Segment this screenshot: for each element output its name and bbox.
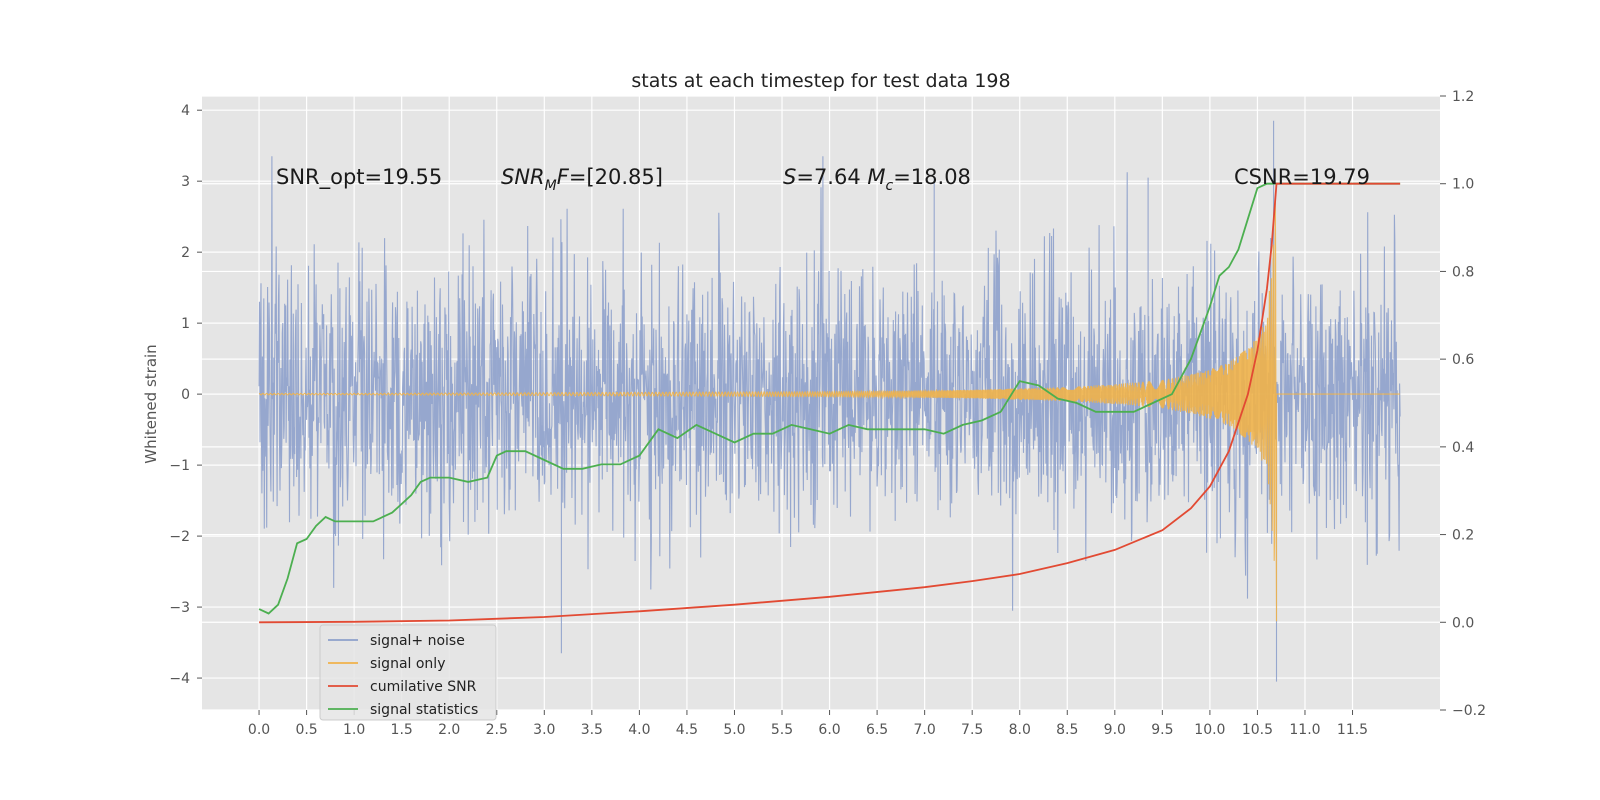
x-tick-label: 6.0 xyxy=(818,722,840,738)
legend-label-signal-plus-noise: signal+ noise xyxy=(370,633,465,649)
y2-tick-label: 0.6 xyxy=(1452,352,1474,368)
legend-box xyxy=(319,624,497,721)
signal-statistics-series xyxy=(258,182,1401,615)
x-tick-label: 4.0 xyxy=(628,722,650,738)
x-tick-label: 3.0 xyxy=(533,722,555,738)
y-tick-label: 3 xyxy=(181,174,190,190)
y-tick-label: −3 xyxy=(169,600,190,616)
x-tick-label: 3.5 xyxy=(581,722,603,738)
x-tick-label: 7.0 xyxy=(914,722,936,738)
x-tick-label: 9.5 xyxy=(1151,722,1173,738)
y2-tick-label: 1.2 xyxy=(1452,89,1474,105)
y-axis-label: Whitened strain xyxy=(142,344,160,463)
x-tick-label: 4.5 xyxy=(676,722,698,738)
annotation-s-mc: S=7.64 Mc=18.08 xyxy=(783,165,971,194)
legend-label-cumulative-snr: cumilative SNR xyxy=(370,679,477,695)
y-tick-label: −1 xyxy=(169,458,190,474)
signal-only-series xyxy=(258,201,1401,622)
y-tick-label: 0 xyxy=(181,387,190,403)
cumulative-snr-line xyxy=(259,182,1401,624)
y2-tick-label: 0.4 xyxy=(1452,440,1474,456)
cumulative-snr-series xyxy=(259,182,1401,624)
x-tick-label: 5.5 xyxy=(771,722,793,738)
x-tick-label: 0.0 xyxy=(248,722,270,738)
legend-label-signal-statistics: signal statistics xyxy=(370,702,478,718)
annotation-snr-opt: SNR_opt=19.55 xyxy=(276,165,442,190)
y2-tick-label: 1.0 xyxy=(1452,177,1474,193)
x-tick-label: 9.0 xyxy=(1104,722,1126,738)
x-tick-label: 6.5 xyxy=(866,722,888,738)
y-tick-label: 2 xyxy=(181,245,190,261)
y2-tick-label: 0.0 xyxy=(1452,615,1474,631)
x-tick-label: 0.5 xyxy=(295,722,317,738)
legend-label-signal-only: signal only xyxy=(370,656,445,672)
annotation-csnr: CSNR=19.79 xyxy=(1234,165,1370,189)
y-tick-label: −2 xyxy=(169,529,190,545)
x-tick-label: 8.5 xyxy=(1056,722,1078,738)
x-tick-label: 10.5 xyxy=(1242,722,1273,738)
y2-tick-label: −0.2 xyxy=(1452,703,1486,719)
signal-only-line xyxy=(258,201,1401,622)
y2-axis-ticks: 1.2 1.0 0.8 0.6 0.4 0.2 0.0 −0.2 xyxy=(1440,89,1486,719)
chart-title: stats at each timestep for test data 198 xyxy=(631,70,1010,92)
y2-tick-label: 0.8 xyxy=(1452,264,1474,280)
annotation-snr-mf: SNRMF=[20.85] xyxy=(501,165,663,194)
x-tick-label: 11.5 xyxy=(1337,722,1368,738)
x-tick-label: 1.5 xyxy=(391,722,413,738)
x-tick-label: 1.0 xyxy=(343,722,365,738)
x-tick-label: 11.0 xyxy=(1289,722,1320,738)
y-tick-label: −4 xyxy=(169,671,190,687)
x-tick-label: 10.0 xyxy=(1194,722,1225,738)
legend: signal+ noise signal only cumilative SNR… xyxy=(319,624,497,721)
y-tick-label: 4 xyxy=(181,103,190,119)
x-tick-label: 2.0 xyxy=(438,722,460,738)
x-axis-ticks: 0.0 0.5 1.0 1.5 2.0 2.5 3.0 3.5 4.0 4.5 5.0 5.5 6.0 6… xyxy=(248,710,1368,738)
x-tick-label: 7.5 xyxy=(961,722,983,738)
y-tick-label: 1 xyxy=(181,316,190,332)
y-axis-ticks: 4 3 2 1 0 −1 −2 −3 −4 xyxy=(169,103,202,687)
y2-tick-label: 0.2 xyxy=(1452,528,1474,544)
x-tick-label: 5.0 xyxy=(723,722,745,738)
x-tick-label: 8.0 xyxy=(1009,722,1031,738)
signal-statistics-line xyxy=(258,182,1401,615)
x-tick-label: 2.5 xyxy=(486,722,508,738)
